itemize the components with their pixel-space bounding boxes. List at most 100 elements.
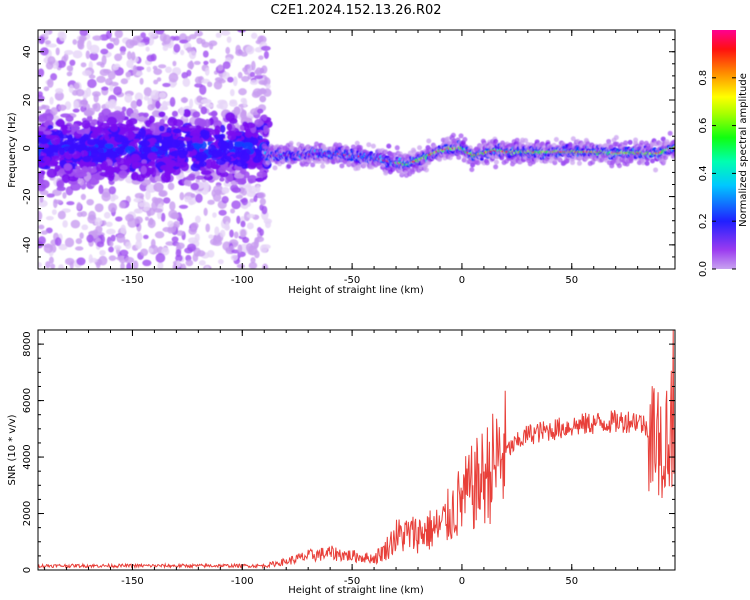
heatmap-speckle xyxy=(173,43,181,53)
heatmap-speckle xyxy=(38,68,45,77)
heatmap-speckle xyxy=(241,148,251,156)
heatmap-speckle xyxy=(195,175,205,180)
heatmap-speckle xyxy=(256,171,268,178)
heatmap-speckle xyxy=(225,221,230,230)
heatmap-speckle xyxy=(187,61,195,69)
heatmap-speckle xyxy=(233,141,245,148)
heatmap-cell xyxy=(314,141,320,147)
heatmap-cell xyxy=(286,163,292,169)
heatmap-speckle xyxy=(154,175,163,182)
heatmap-speckle xyxy=(225,46,231,55)
heatmap-speckle xyxy=(203,181,210,192)
heatmap-cell xyxy=(288,140,294,146)
heatmap-speckle xyxy=(245,45,255,55)
heatmap-speckle xyxy=(241,204,249,210)
heatmap-speckle xyxy=(200,170,212,175)
heatmap-speckle xyxy=(108,172,116,179)
heatmap-speckle xyxy=(190,193,196,198)
heatmap-speckle xyxy=(103,211,111,219)
heatmap-speckle xyxy=(207,249,215,258)
heatmap-speckle xyxy=(83,109,93,117)
heatmap-speckle xyxy=(158,111,166,118)
heatmap-cell xyxy=(445,136,451,142)
heatmap-speckle xyxy=(210,110,218,117)
heatmap-speckle xyxy=(81,98,88,108)
heatmap-speckle xyxy=(53,199,63,204)
heatmap-speckle xyxy=(158,125,165,132)
heatmap-speckle xyxy=(80,172,88,177)
heatmap-speckle xyxy=(40,230,48,235)
heatmap-speckle xyxy=(246,213,256,219)
heatmap-speckle xyxy=(75,165,81,170)
heatmap-speckle xyxy=(202,131,210,140)
heatmap-speckle xyxy=(194,76,203,84)
heatmap-cell xyxy=(493,164,499,170)
heatmap-speckle xyxy=(255,67,263,76)
heatmap-speckle xyxy=(148,115,155,124)
heatmap-speckle xyxy=(222,61,231,69)
heatmap-speckle xyxy=(236,215,241,224)
heatmap-speckle xyxy=(125,241,132,250)
heatmap-speckle xyxy=(154,30,165,35)
heatmap-speckle xyxy=(185,47,196,52)
heatmap-speckle xyxy=(194,30,203,37)
heatmap-speckle xyxy=(250,32,258,39)
heatmap-speckle xyxy=(160,164,171,171)
heatmap-speckle xyxy=(155,252,166,263)
heatmap-speckle xyxy=(102,129,110,137)
heatmap-speckle xyxy=(162,34,172,45)
heatmap-speckle xyxy=(120,224,127,235)
heatmap-speckle xyxy=(259,204,264,211)
heatmap-speckle xyxy=(134,66,145,71)
heatmap-speckle xyxy=(143,112,149,118)
heatmap-speckle xyxy=(236,263,245,269)
heatmap-speckle xyxy=(49,96,54,105)
heatmap-speckle xyxy=(235,49,244,56)
heatmap-speckle xyxy=(73,82,80,90)
heatmap-speckle xyxy=(254,74,264,80)
heatmap-speckle xyxy=(147,104,155,111)
heatmap-speckle xyxy=(143,87,152,97)
heatmap-speckle xyxy=(239,186,245,194)
heatmap-speckle xyxy=(125,39,135,49)
heatmap-speckle xyxy=(104,143,114,149)
heatmap-speckle xyxy=(167,116,178,127)
heatmap-speckle xyxy=(47,43,57,48)
heatmap-speckle xyxy=(38,94,45,102)
heatmap-speckle xyxy=(248,261,258,269)
heatmap-speckle xyxy=(70,182,81,191)
heatmap-speckle xyxy=(153,208,163,213)
heatmap-speckle xyxy=(135,71,143,77)
heatmap-speckle xyxy=(142,259,152,267)
heatmap-speckle xyxy=(244,130,253,138)
heatmap-speckle xyxy=(93,93,99,103)
heatmap-cell xyxy=(627,139,633,145)
heatmap-speckle xyxy=(156,77,162,82)
heatmap-speckle xyxy=(94,217,103,227)
heatmap-speckle xyxy=(247,163,257,170)
heatmap-speckle xyxy=(63,49,74,55)
heatmap-speckle xyxy=(148,31,158,38)
heatmap-cell xyxy=(570,156,576,162)
heatmap-speckle xyxy=(45,215,54,221)
heatmap-speckle xyxy=(149,122,159,132)
heatmap-speckle xyxy=(265,84,271,89)
heatmap-speckle xyxy=(258,80,268,86)
heatmap-speckle xyxy=(38,36,45,45)
heatmap-speckle xyxy=(47,124,54,130)
heatmap-speckle xyxy=(205,223,211,233)
heatmap-speckle xyxy=(46,168,58,179)
heatmap-speckle xyxy=(131,51,136,61)
heatmap-speckle xyxy=(154,231,165,239)
heatmap-speckle xyxy=(67,134,74,143)
heatmap-speckle xyxy=(46,151,55,157)
heatmap-speckle xyxy=(153,79,159,85)
heatmap-speckle xyxy=(70,123,80,133)
heatmap-speckle xyxy=(149,137,157,144)
heatmap-speckle xyxy=(219,133,226,139)
heatmap-speckle xyxy=(160,212,166,222)
heatmap-speckle xyxy=(188,173,196,178)
heatmap-speckle xyxy=(235,194,243,199)
heatmap-speckle xyxy=(213,184,223,194)
